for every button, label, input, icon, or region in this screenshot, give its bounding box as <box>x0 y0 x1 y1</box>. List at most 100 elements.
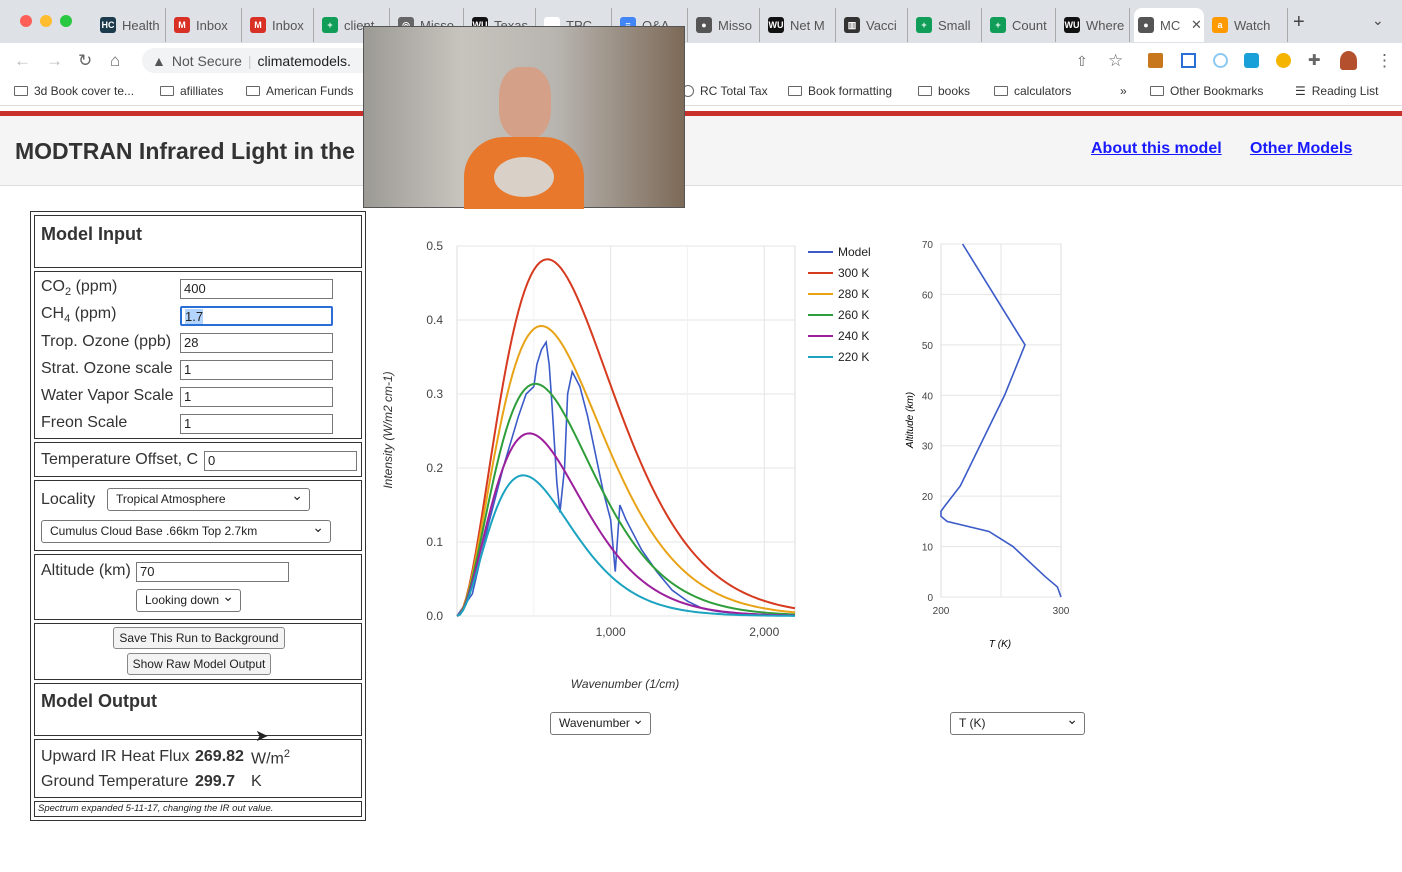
extension-icon-3[interactable] <box>1213 53 1228 68</box>
flux-value: 269.82 <box>195 748 244 765</box>
reload-button[interactable]: ↻ <box>78 51 93 70</box>
tab-0[interactable]: HC Health <box>96 8 166 42</box>
tab-15[interactable]: a Watch <box>1208 8 1288 42</box>
altitude-chart: 0 10 20 30 40 50 60 70 200 300 T (K) Altitude (km) <box>905 240 1070 650</box>
bookmark-item[interactable]: calculators <box>994 84 1071 98</box>
y-tick-label: 70 <box>922 240 934 251</box>
bookmark-item[interactable]: Book formatting <box>788 84 892 98</box>
show-raw-output-button[interactable]: Show Raw Model Output <box>127 653 271 675</box>
tab-10[interactable]: ▥ Vacci <box>840 8 908 42</box>
other-models-link[interactable]: Other Models <box>1250 140 1353 157</box>
y-tick-label: 60 <box>922 290 934 301</box>
y-tick-label: 0.3 <box>426 387 443 401</box>
y-tick-label: 30 <box>922 442 934 453</box>
legend-label: 240 K <box>838 329 869 343</box>
reading-list-icon: ☰ <box>1295 84 1306 98</box>
series-line-220k <box>456 474 796 617</box>
folder-icon <box>1150 86 1164 96</box>
reading-list[interactable]: ☰ Reading List <box>1295 84 1378 98</box>
temp-offset-input[interactable]: 0 <box>204 451 357 471</box>
trop-ozone-input[interactable]: 28 <box>180 333 333 353</box>
locality-select[interactable]: Tropical Atmosphere <box>107 485 310 511</box>
extension-icon-4[interactable] <box>1244 53 1259 68</box>
tab-search-icon[interactable]: ⌄ <box>1372 12 1384 28</box>
tab-9[interactable]: WU Net M <box>764 8 836 42</box>
tab-favicon-icon: ● <box>696 17 712 33</box>
maximize-window-button[interactable] <box>60 15 72 27</box>
warning-icon: ▲ <box>152 52 166 69</box>
t-axis-select[interactable]: T (K) <box>950 709 1085 735</box>
y-tick-label: 0.5 <box>426 239 443 253</box>
address-bar[interactable]: ▲ Not Secure | climatemodels. <box>142 48 382 73</box>
bookmark-label: books <box>938 84 971 98</box>
home-button[interactable]: ⌂ <box>110 51 121 70</box>
tab-bar: HC Health M Inbox M Inbox + client ◎ Misso WU Texas… <box>0 0 1402 43</box>
save-run-button[interactable]: Save This Run to Background <box>113 627 285 649</box>
direction-select[interactable]: Looking down <box>136 586 241 612</box>
bookmarks-overflow[interactable]: » <box>1120 84 1127 98</box>
altitude-input[interactable]: 70 <box>136 562 289 582</box>
tab-favicon-icon: WU <box>1064 17 1080 33</box>
overflow-chevron-icon: » <box>1120 84 1127 98</box>
trop-ozone-label: Trop. Ozone (ppb) <box>41 333 172 350</box>
tab-label: MC <box>1160 17 1181 33</box>
bookmark-item[interactable]: books <box>918 84 970 98</box>
minimize-window-button[interactable] <box>40 15 52 27</box>
share-icon[interactable]: ⇧ <box>1076 53 1088 69</box>
tab-12[interactable]: + Count <box>986 8 1056 42</box>
freon-input[interactable]: 1 <box>180 414 333 434</box>
cloud-select[interactable]: Cumulus Cloud Base .66km Top 2.7km <box>41 517 331 543</box>
close-tab-icon[interactable]: ✕ <box>1191 17 1202 32</box>
note-text: Spectrum expanded 5-11-17, changing the … <box>38 803 274 814</box>
tab-label: Watch <box>1234 17 1271 33</box>
temp-offset-label: Temperature Offset, C <box>41 451 199 468</box>
spectrum-chart: 0.0 0.1 0.2 0.3 0.4 0.5 1,000 2,000 Wavenumber (… <box>381 239 871 691</box>
tab-label: Inbox <box>196 17 228 33</box>
co2-input[interactable]: 400 <box>180 279 333 299</box>
model-panel: Model Input CO2 (ppm) 400 CH4 (ppm) 1.7 … <box>30 211 366 821</box>
x-tick-label: 200 <box>933 606 950 617</box>
other-bookmarks[interactable]: Other Bookmarks <box>1150 84 1263 98</box>
tab-14[interactable]: ● MC ✕ <box>1134 8 1204 42</box>
tab-8[interactable]: ● Misso <box>692 8 760 42</box>
temperature-profile-line <box>940 243 1062 598</box>
folder-icon <box>160 86 174 96</box>
x-axis-select[interactable]: Wavenumber <box>550 709 651 735</box>
water-vapor-input[interactable]: 1 <box>180 387 333 407</box>
ch4-input[interactable]: 1.7 <box>180 306 333 326</box>
extension-icon-2[interactable] <box>1181 53 1196 68</box>
profile-avatar[interactable] <box>1340 51 1357 70</box>
strat-ozone-label: Strat. Ozone scale <box>41 360 173 377</box>
bookmark-label: RC Total Tax <box>700 84 768 98</box>
forward-button[interactable]: → <box>46 51 63 70</box>
tab-favicon-icon: ▥ <box>844 17 860 33</box>
bookmark-item[interactable]: 3d Book cover te... <box>14 84 134 98</box>
close-window-button[interactable] <box>20 15 32 27</box>
legend-label: 220 K <box>838 350 869 364</box>
bookmark-item[interactable]: RC Total Tax <box>682 84 768 98</box>
tab-label: Vacci <box>866 17 897 33</box>
bookmark-item[interactable]: afilliates <box>160 84 223 98</box>
new-tab-button[interactable]: + <box>1293 11 1305 33</box>
series-line-300k <box>456 258 796 617</box>
tab-11[interactable]: + Small <box>912 8 982 42</box>
menu-icon[interactable]: ⋮ <box>1376 51 1393 70</box>
back-button[interactable]: ← <box>14 51 31 70</box>
series-line-260k <box>456 382 796 617</box>
co2-label: CO2 (ppm) <box>41 278 118 299</box>
y-tick-label: 0.4 <box>426 313 443 327</box>
extension-icon-5[interactable] <box>1276 53 1291 68</box>
strat-ozone-input[interactable]: 1 <box>180 360 333 380</box>
y-tick-label: 50 <box>922 341 934 352</box>
legend-label: 280 K <box>838 287 869 301</box>
bookmark-star-icon[interactable]: ☆ <box>1108 51 1124 70</box>
about-model-link[interactable]: About this model <box>1091 140 1222 157</box>
extensions-puzzle-icon[interactable]: ✚ <box>1308 52 1321 69</box>
tab-13[interactable]: WU Where <box>1060 8 1130 42</box>
extension-icon-1[interactable] <box>1148 53 1163 68</box>
tab-2[interactable]: M Inbox <box>246 8 314 42</box>
tab-1[interactable]: M Inbox <box>170 8 242 42</box>
model-output-heading: Model Output <box>41 691 157 711</box>
plot-area <box>456 245 796 617</box>
bookmark-item[interactable]: American Funds <box>246 84 353 98</box>
